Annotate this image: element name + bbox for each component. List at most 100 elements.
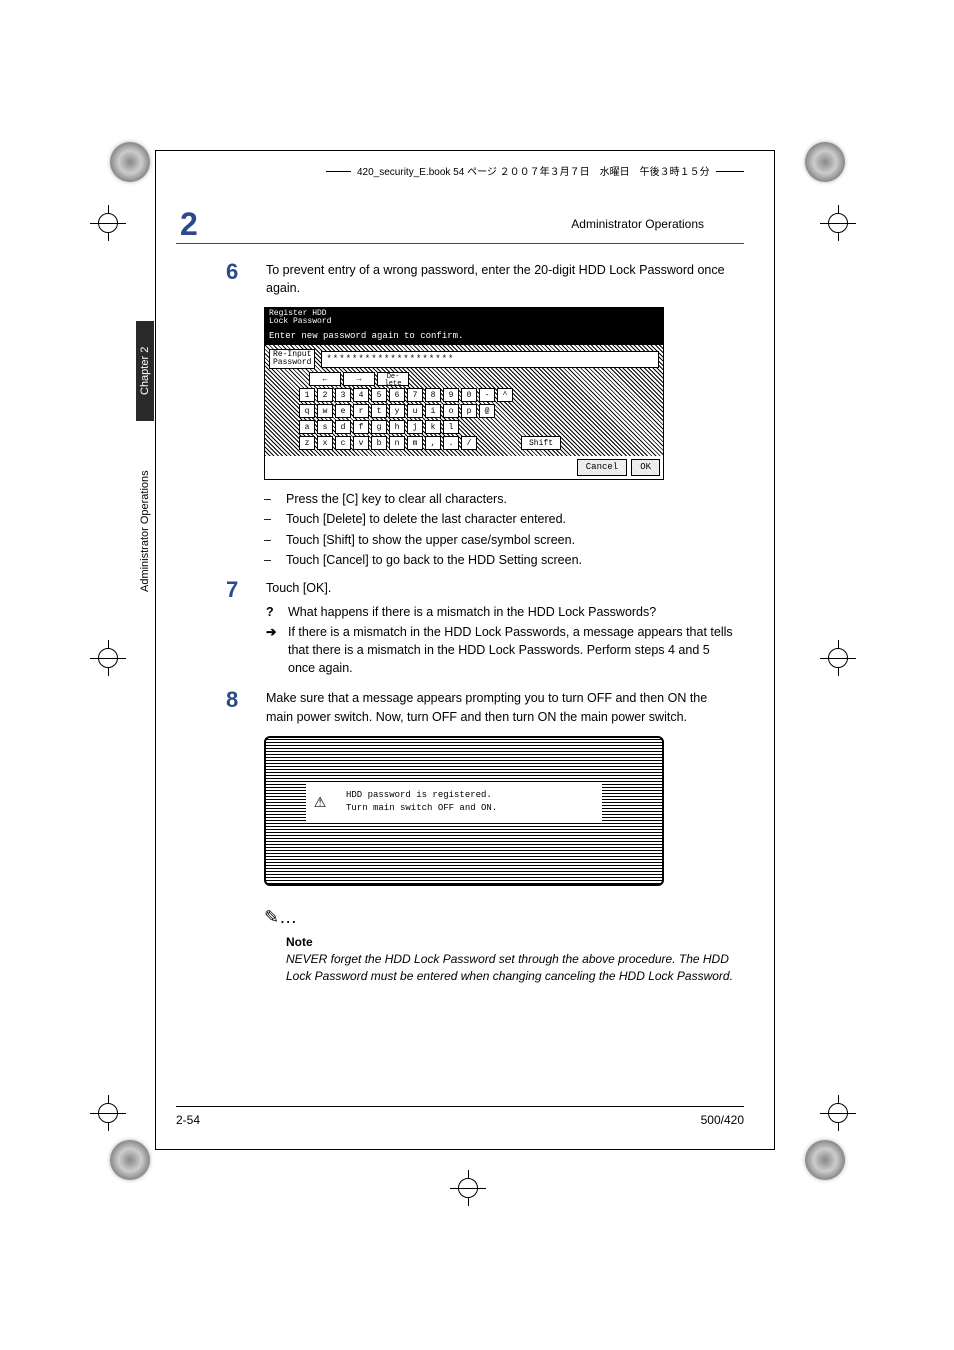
key[interactable]: q [299,404,315,418]
key[interactable]: j [407,420,423,434]
chapter-rule [176,243,744,244]
key[interactable]: 7 [407,388,423,402]
step-6: 6 To prevent entry of a wrong password, … [226,261,734,297]
registration-mark [90,1095,126,1131]
list-item: –Touch [Delete] to delete the last chara… [264,510,734,528]
registration-mark [820,205,856,241]
list-item: –Press the [C] key to clear all characte… [264,490,734,508]
question-item: ? What happens if there is a mismatch in … [266,603,734,621]
side-tab-chapter: Chapter 2 [136,321,154,421]
cancel-button[interactable]: Cancel [577,459,627,476]
side-tab: Chapter 2 Administrator Operations [136,321,156,741]
key[interactable]: / [461,436,477,450]
step-body: To prevent entry of a wrong password, en… [266,261,734,297]
key[interactable]: 6 [389,388,405,402]
key[interactable]: - [479,388,495,402]
key[interactable]: b [371,436,387,450]
arrow-left-key[interactable]: ← [309,372,341,386]
key[interactable]: , [425,436,441,450]
key[interactable]: h [389,420,405,434]
key[interactable]: ^ [497,388,513,402]
list-item: –Touch [Shift] to show the upper case/sy… [264,531,734,549]
key[interactable]: n [389,436,405,450]
question-icon: ? [266,603,278,621]
key[interactable]: z [299,436,315,450]
footer-rule [176,1106,744,1107]
list-item: –Touch [Cancel] to go back to the HDD Se… [264,551,734,569]
crop-mark [805,1140,845,1180]
key[interactable]: k [425,420,441,434]
password-field[interactable]: ******************** [321,351,659,368]
title-line2: Lock Password [269,317,331,326]
registration-mark [450,1170,486,1206]
screenshot-title: Register HDD Lock Password [265,308,663,328]
key[interactable]: y [389,404,405,418]
key[interactable]: d [335,420,351,434]
key[interactable]: 0 [461,388,477,402]
item-text: Touch [Shift] to show the upper case/sym… [286,531,575,549]
step-8: 8 Make sure that a message appears promp… [226,689,734,725]
key[interactable]: a [299,420,315,434]
item-text: Touch [Cancel] to go back to the HDD Set… [286,551,582,569]
key[interactable]: 4 [353,388,369,402]
key[interactable]: g [371,420,387,434]
file-tag: 420_security_E.book 54 ページ ２００７年３月７日 水曜日… [351,163,716,178]
key[interactable]: t [371,404,387,418]
key[interactable]: l [443,420,459,434]
step-number: 6 [226,261,248,297]
chapter-number: 2 [180,206,198,243]
key[interactable]: v [353,436,369,450]
key[interactable]: 2 [317,388,333,402]
registration-mark [820,1095,856,1131]
running-head: Administrator Operations [571,217,704,231]
kb-row-4: z x c v b n m , . / Shift [299,436,659,450]
crop-mark [110,1140,150,1180]
delete-key[interactable]: De- lete [377,372,409,386]
key[interactable]: e [335,404,351,418]
message-line1: HDD password is registered. [346,789,497,802]
content-area: 6 To prevent entry of a wrong password, … [226,261,734,985]
note-body: NEVER forget the HDD Lock Password set t… [286,951,734,985]
arrow-right-key[interactable]: → [343,372,375,386]
note-heading: Note [286,934,734,951]
key[interactable]: p [461,404,477,418]
note-icon: ✎… [264,904,734,930]
key[interactable]: f [353,420,369,434]
key[interactable]: s [317,420,333,434]
dialog-buttons: Cancel OK [265,456,663,479]
warning-icon [314,792,338,812]
keyboard-screenshot: Register HDD Lock Password Enter new pas… [264,307,664,480]
question-text: What happens if there is a mismatch in t… [288,603,656,621]
registration-mark [90,205,126,241]
crop-mark [805,142,845,182]
key[interactable]: w [317,404,333,418]
key[interactable]: 5 [371,388,387,402]
crop-mark [110,142,150,182]
step-body: Touch [OK]. [266,579,734,597]
key[interactable]: @ [479,404,495,418]
page-number: 2-54 [176,1113,200,1127]
key[interactable]: 1 [299,388,315,402]
key[interactable]: c [335,436,351,450]
message-box: HDD password is registered. Turn main sw… [306,783,602,821]
message-screenshot: HDD password is registered. Turn main sw… [264,736,664,886]
item-text: Press the [C] key to clear all character… [286,490,507,508]
key[interactable]: r [353,404,369,418]
key[interactable]: u [407,404,423,418]
key[interactable]: 9 [443,388,459,402]
ok-button[interactable]: OK [631,459,660,476]
key[interactable]: m [407,436,423,450]
key[interactable]: x [317,436,333,450]
step-7: 7 Touch [OK]. ?What happens if there is … [226,579,734,680]
model-number: 500/420 [701,1113,744,1127]
registration-mark [90,640,126,676]
key[interactable]: i [425,404,441,418]
step-body: Make sure that a message appears prompti… [266,689,734,725]
shift-key[interactable]: Shift [521,436,561,450]
registration-mark [820,640,856,676]
key[interactable]: o [443,404,459,418]
key[interactable]: . [443,436,459,450]
keyboard-area: Re-Input Password ******************** ←… [265,345,663,456]
key[interactable]: 8 [425,388,441,402]
key[interactable]: 3 [335,388,351,402]
